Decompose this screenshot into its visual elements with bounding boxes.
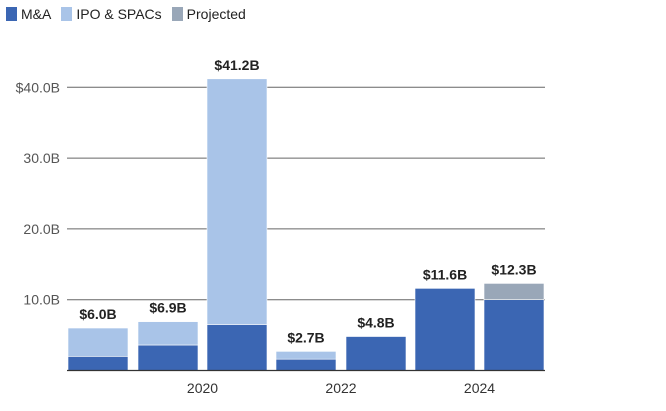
- bar-segment-2020-ipo-spacs: [137, 321, 199, 346]
- chart-legend: M&A IPO & SPACs Projected: [6, 6, 246, 22]
- total-label-2021: $41.2B: [214, 57, 259, 73]
- legend-item-ipo-spacs: IPO & SPACs: [61, 6, 162, 22]
- total-label-2019: $6.0B: [79, 306, 116, 322]
- bar-segment-2019-ipo-spacs: [67, 327, 129, 357]
- bar-segment-2019-m-a: [67, 356, 129, 371]
- y-tick-label-1: 20.0B: [23, 221, 60, 237]
- bar-segment-2021-ipo-spacs: [206, 78, 268, 325]
- legend-item-ma: M&A: [6, 6, 51, 22]
- bar-segment-2022-ipo-spacs: [275, 351, 337, 360]
- total-label-2023: $4.8B: [357, 315, 394, 331]
- legend-item-projected: Projected: [171, 6, 246, 22]
- total-label-2025: $12.3B: [491, 261, 536, 277]
- y-tick-label-0: 10.0B: [23, 292, 60, 308]
- bar-segment-2021-m-a: [206, 324, 268, 371]
- legend-swatch-ipo-spacs: [61, 7, 73, 21]
- bar-segment-2020-m-a: [137, 344, 199, 371]
- total-label-2022: $2.7B: [287, 329, 324, 345]
- y-tick-label-3: $40.0B: [16, 79, 60, 95]
- x-tick-label-2022: 2022: [325, 380, 356, 396]
- bar-segment-2023-m-a: [345, 336, 407, 371]
- total-label-2024: $11.6B: [423, 266, 467, 282]
- legend-label-ipo-spacs: IPO & SPACs: [76, 6, 162, 22]
- bar-segment-2025-projected: [483, 283, 545, 300]
- bar-segment-2022-m-a: [275, 358, 337, 371]
- x-tick-label-2020: 2020: [187, 380, 218, 396]
- y-tick-label-2: 30.0B: [23, 150, 60, 166]
- legend-label-ma: M&A: [21, 6, 52, 22]
- legend-swatch-projected: [171, 7, 183, 21]
- total-label-2020: $6.9B: [149, 300, 186, 316]
- legend-label-projected: Projected: [186, 6, 246, 22]
- bar-segment-2024-m-a: [414, 288, 476, 371]
- x-tick-label-2024: 2024: [464, 380, 495, 396]
- legend-swatch-ma: [6, 7, 17, 21]
- bar-segment-2025-m-a: [483, 299, 545, 371]
